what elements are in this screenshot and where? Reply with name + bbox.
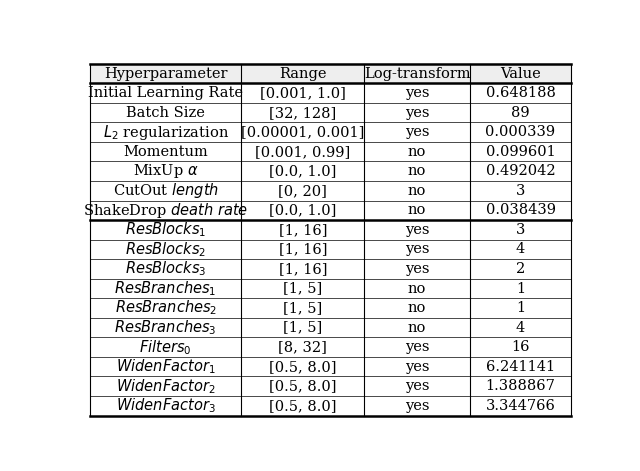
Text: Batch Size: Batch Size bbox=[126, 106, 205, 120]
Text: Log-transform: Log-transform bbox=[364, 66, 470, 81]
Text: $\mathit{ResBlocks}_{1}$: $\mathit{ResBlocks}_{1}$ bbox=[125, 220, 207, 239]
Text: yes: yes bbox=[405, 243, 429, 256]
Text: yes: yes bbox=[405, 223, 429, 237]
Text: $\mathit{ResBranches}_{3}$: $\mathit{ResBranches}_{3}$ bbox=[115, 318, 217, 337]
Text: 1: 1 bbox=[516, 282, 525, 295]
Text: no: no bbox=[408, 321, 426, 334]
Text: yes: yes bbox=[405, 340, 429, 354]
Text: [0.001, 0.99]: [0.001, 0.99] bbox=[255, 145, 351, 159]
Text: $\mathit{ResBlocks}_{3}$: $\mathit{ResBlocks}_{3}$ bbox=[125, 260, 207, 278]
Text: 3.344766: 3.344766 bbox=[486, 399, 556, 413]
Bar bbox=[90, 64, 571, 83]
Text: $\mathit{WidenFactor}_{2}$: $\mathit{WidenFactor}_{2}$ bbox=[116, 377, 216, 396]
Text: yes: yes bbox=[405, 86, 429, 100]
Text: no: no bbox=[408, 282, 426, 295]
Text: 0.099601: 0.099601 bbox=[486, 145, 556, 159]
Text: 3: 3 bbox=[516, 223, 525, 237]
Text: yes: yes bbox=[405, 125, 429, 139]
Text: $\mathit{ResBranches}_{1}$: $\mathit{ResBranches}_{1}$ bbox=[115, 279, 217, 298]
Text: no: no bbox=[408, 184, 426, 198]
Text: 89: 89 bbox=[511, 106, 530, 120]
Text: [0.5, 8.0]: [0.5, 8.0] bbox=[269, 360, 337, 374]
Text: Initial Learning Rate: Initial Learning Rate bbox=[88, 86, 243, 100]
Text: 2: 2 bbox=[516, 262, 525, 276]
Text: [1, 5]: [1, 5] bbox=[283, 282, 323, 295]
Text: 4: 4 bbox=[516, 321, 525, 334]
Text: 0.000339: 0.000339 bbox=[486, 125, 556, 139]
Text: $\mathit{ResBlocks}_{2}$: $\mathit{ResBlocks}_{2}$ bbox=[125, 240, 206, 259]
Text: MixUp $\alpha$: MixUp $\alpha$ bbox=[133, 162, 198, 180]
Text: $L_2$ regularization: $L_2$ regularization bbox=[102, 122, 228, 142]
Text: 3: 3 bbox=[516, 184, 525, 198]
Text: no: no bbox=[408, 203, 426, 217]
Text: no: no bbox=[408, 164, 426, 178]
Text: 16: 16 bbox=[511, 340, 530, 354]
Text: [1, 16]: [1, 16] bbox=[278, 223, 327, 237]
Text: ShakeDrop $\mathit{death\ rate}$: ShakeDrop $\mathit{death\ rate}$ bbox=[83, 201, 248, 220]
Text: no: no bbox=[408, 145, 426, 159]
Text: [32, 128]: [32, 128] bbox=[269, 106, 337, 120]
Text: 0.038439: 0.038439 bbox=[486, 203, 556, 217]
Text: [0.00001, 0.001]: [0.00001, 0.001] bbox=[241, 125, 365, 139]
Text: Momentum: Momentum bbox=[124, 145, 208, 159]
Text: $\mathit{WidenFactor}_{1}$: $\mathit{WidenFactor}_{1}$ bbox=[116, 357, 216, 376]
Text: $\mathit{ResBranches}_{2}$: $\mathit{ResBranches}_{2}$ bbox=[115, 299, 217, 317]
Text: 1.388867: 1.388867 bbox=[486, 379, 556, 393]
Text: [0, 20]: [0, 20] bbox=[278, 184, 327, 198]
Text: Value: Value bbox=[500, 66, 541, 81]
Text: yes: yes bbox=[405, 262, 429, 276]
Text: [0.001, 1.0]: [0.001, 1.0] bbox=[260, 86, 346, 100]
Text: CutOut $\mathit{length}$: CutOut $\mathit{length}$ bbox=[113, 181, 219, 200]
Text: 4: 4 bbox=[516, 243, 525, 256]
Text: [1, 16]: [1, 16] bbox=[278, 262, 327, 276]
Text: $\mathit{WidenFactor}_{3}$: $\mathit{WidenFactor}_{3}$ bbox=[116, 397, 216, 415]
Text: yes: yes bbox=[405, 106, 429, 120]
Text: [0.5, 8.0]: [0.5, 8.0] bbox=[269, 379, 337, 393]
Text: no: no bbox=[408, 301, 426, 315]
Text: Hyperparameter: Hyperparameter bbox=[104, 66, 227, 81]
Text: yes: yes bbox=[405, 399, 429, 413]
Text: $\mathit{Filters}_{0}$: $\mathit{Filters}_{0}$ bbox=[140, 338, 192, 357]
Text: [0.0, 1.0]: [0.0, 1.0] bbox=[269, 164, 337, 178]
Text: yes: yes bbox=[405, 379, 429, 393]
Text: Range: Range bbox=[279, 66, 326, 81]
Text: [1, 5]: [1, 5] bbox=[283, 301, 323, 315]
Text: [0.0, 1.0]: [0.0, 1.0] bbox=[269, 203, 337, 217]
Text: 0.648188: 0.648188 bbox=[486, 86, 556, 100]
Text: [1, 16]: [1, 16] bbox=[278, 243, 327, 256]
Text: [1, 5]: [1, 5] bbox=[283, 321, 323, 334]
Text: [8, 32]: [8, 32] bbox=[278, 340, 327, 354]
Text: yes: yes bbox=[405, 360, 429, 374]
Text: 6.241141: 6.241141 bbox=[486, 360, 555, 374]
Text: [0.5, 8.0]: [0.5, 8.0] bbox=[269, 399, 337, 413]
Text: 1: 1 bbox=[516, 301, 525, 315]
Text: 0.492042: 0.492042 bbox=[486, 164, 556, 178]
